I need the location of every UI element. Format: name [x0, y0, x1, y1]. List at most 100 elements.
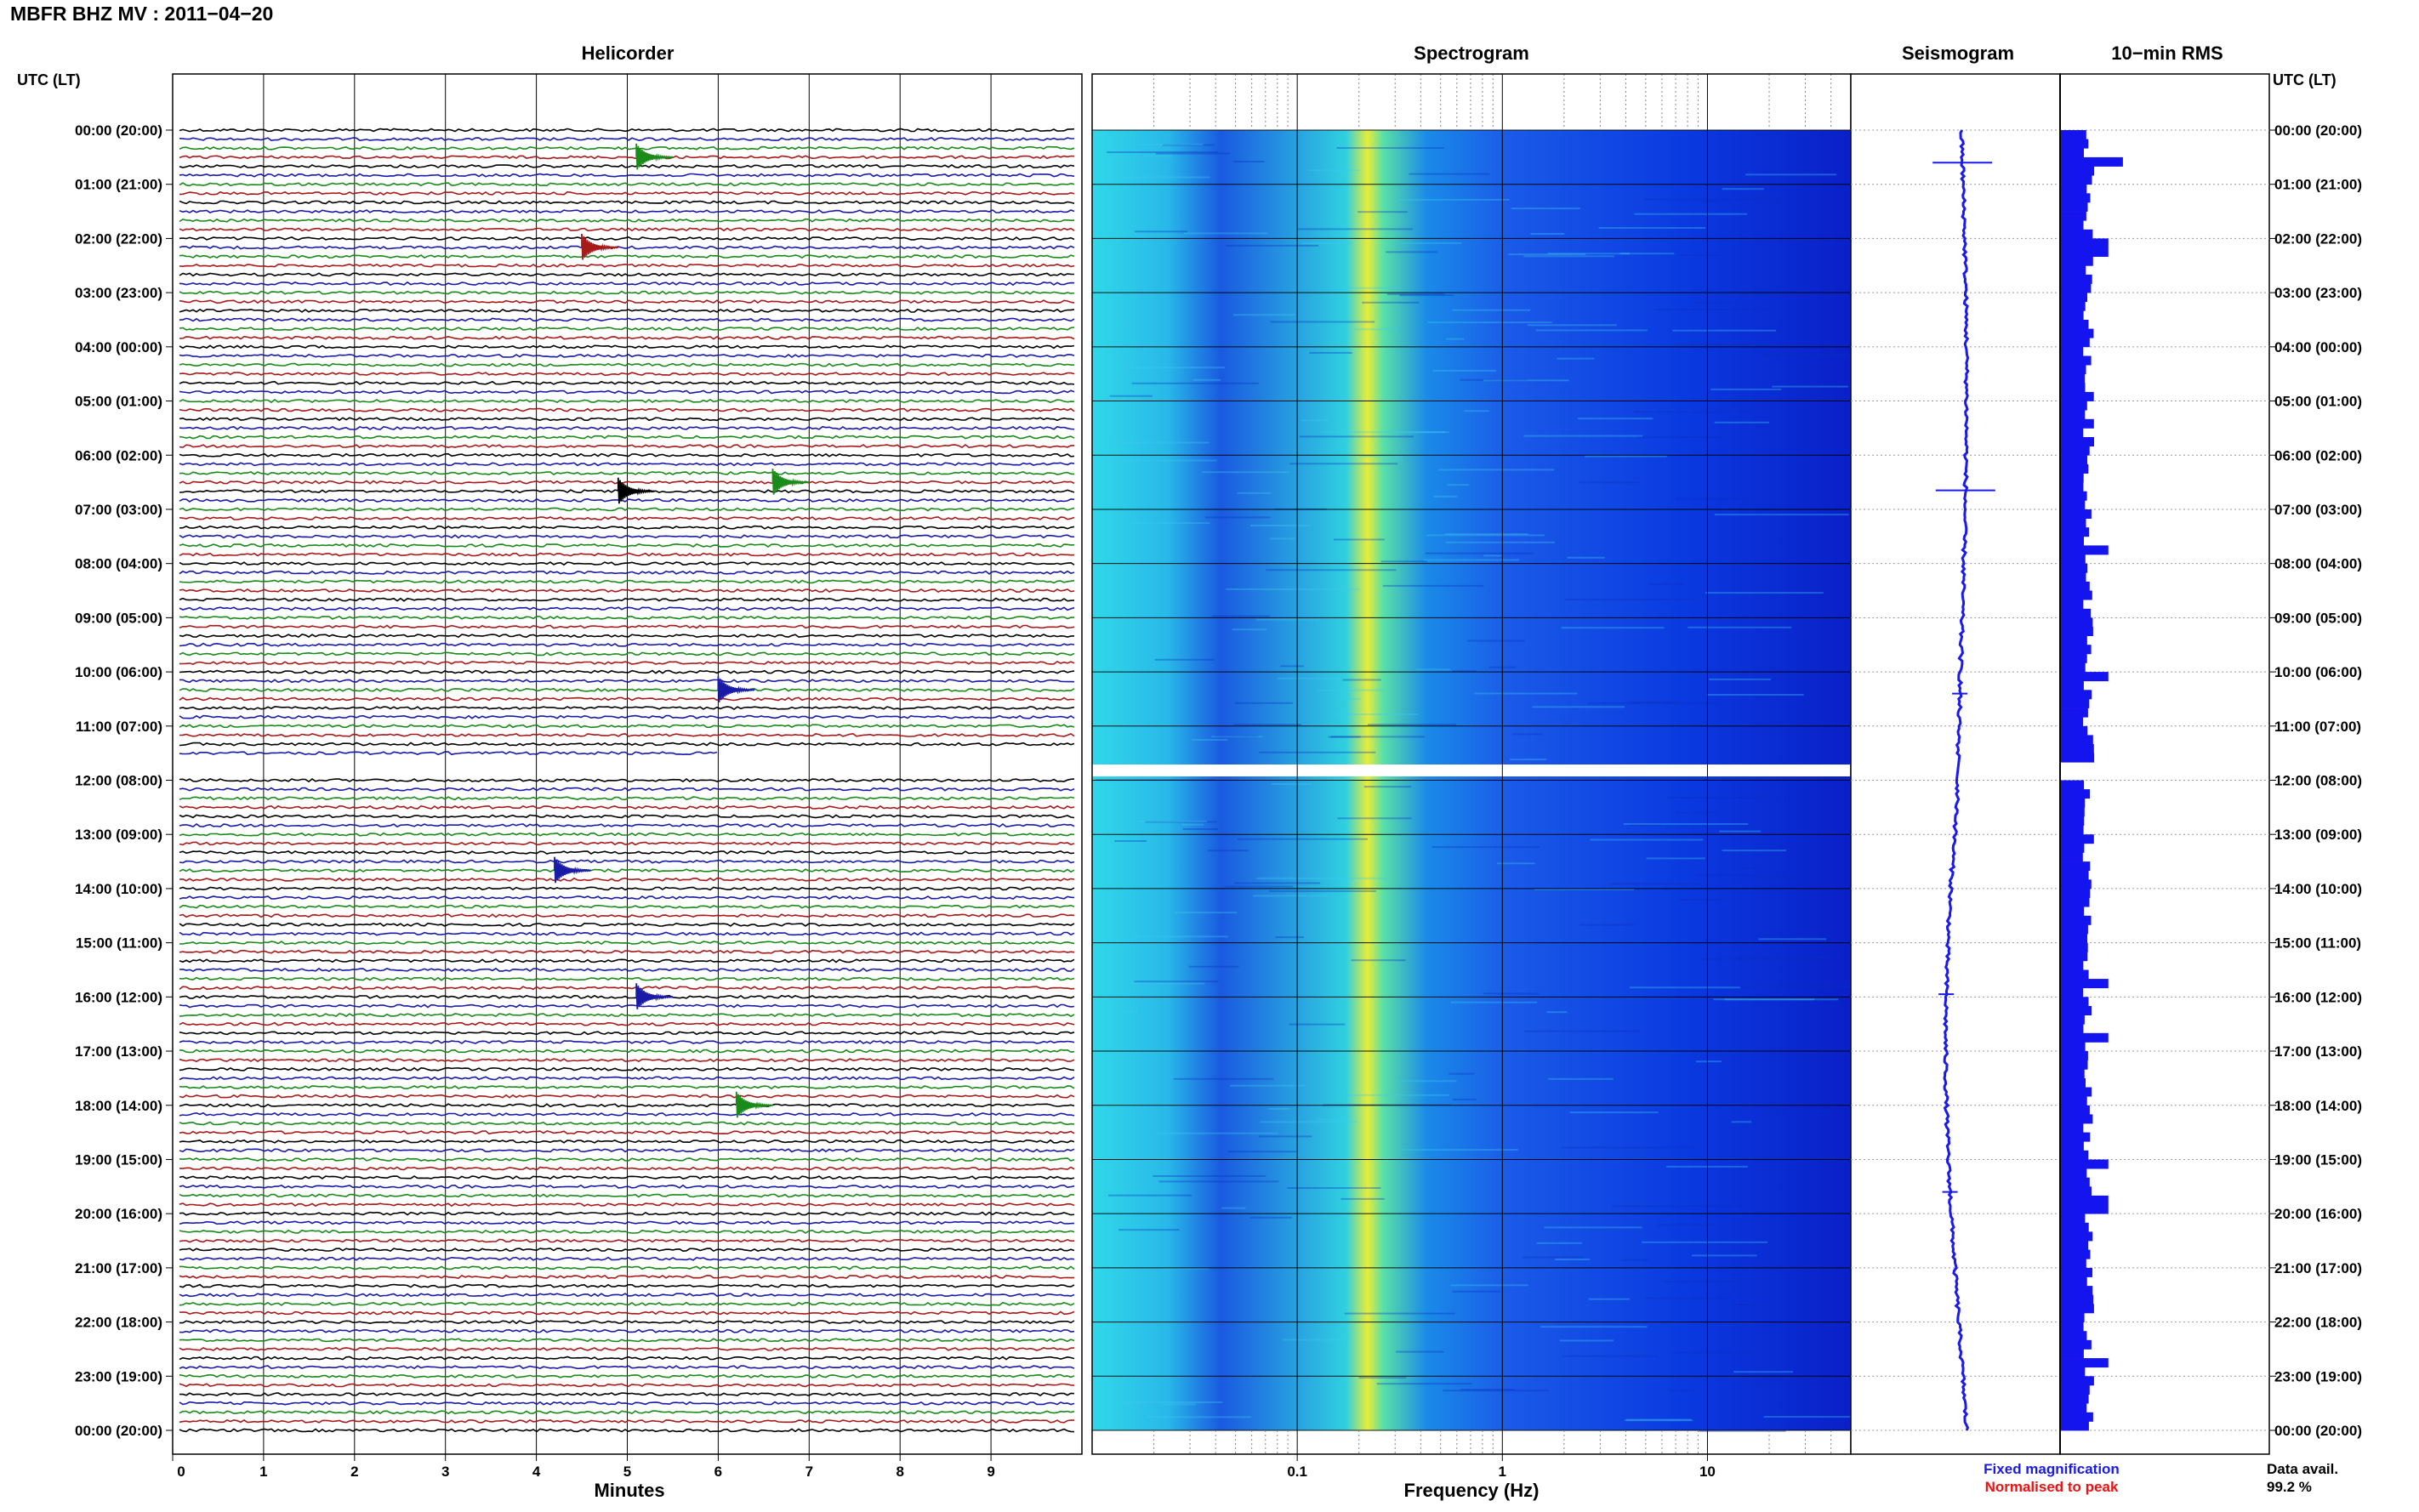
minutes-tick-label: 7	[805, 1464, 813, 1480]
right-time-label: 09:00 (05:00)	[2274, 610, 2362, 626]
left-time-label: 18:00 (14:00)	[75, 1098, 162, 1114]
spectrogram-texture	[1318, 1118, 1346, 1121]
spectrogram-texture	[1714, 514, 1849, 516]
time-axes: 00:00 (20:00) 00:00 (20:00) 01:00 (21:00) 0…	[75, 122, 2362, 1439]
left-time-label: 03:00 (23:00)	[75, 285, 162, 301]
helicorder-trace	[179, 1130, 1075, 1135]
rms-bar	[2060, 518, 2086, 528]
spectrogram-texture	[1138, 143, 1204, 145]
spectrogram-texture	[1154, 658, 1215, 661]
spectrogram-texture	[1207, 850, 1249, 852]
helicorder-trace	[179, 507, 1075, 512]
spectrogram-texture	[1483, 554, 1502, 557]
seismogram-panel-title: Seismogram	[1902, 43, 2014, 64]
spectrogram-texture	[1447, 484, 1470, 486]
spectrogram-texture	[1713, 998, 1815, 1001]
rms-bar	[2060, 373, 2086, 384]
spectrogram-gap	[1092, 765, 1851, 777]
right-time-label: 13:00 (09:00)	[2274, 827, 2362, 843]
helicorder-trace	[179, 696, 1075, 702]
spectrogram-texture	[1280, 665, 1304, 668]
spectrogram-texture	[1232, 628, 1267, 631]
helicorder-trace	[179, 642, 1075, 647]
spectrogram-texture	[1268, 1107, 1290, 1110]
rms-panel	[2059, 73, 2270, 1455]
spectrogram-texture	[1117, 176, 1210, 179]
rms-bar	[2060, 482, 2084, 492]
spectrogram-texture	[1175, 912, 1238, 914]
helicorder-trace	[179, 317, 1075, 322]
helicorder-trace	[179, 822, 1075, 828]
spectrogram-texture	[1278, 677, 1341, 679]
spectrogram-texture	[1309, 351, 1352, 354]
spectrogram-texture	[1725, 291, 1814, 293]
rms-bar	[2060, 1313, 2085, 1322]
left-time-label: 17:00 (13:00)	[75, 1043, 162, 1060]
spectrogram-texture	[1363, 786, 1412, 788]
spectrogram-texture	[1438, 469, 1555, 471]
rms-bar	[2060, 500, 2086, 510]
spectrogram-texture	[1301, 242, 1353, 244]
spectrogram-texture	[1669, 1390, 1694, 1392]
helicorder-trace	[179, 1293, 1075, 1298]
spectrogram-texture	[1337, 817, 1412, 820]
helicorder-trace	[179, 245, 1075, 250]
helicorder-trace	[179, 886, 1075, 891]
spectrogram-texture	[1401, 1149, 1518, 1151]
spectrogram-texture	[1524, 1030, 1640, 1032]
left-time-label: 02:00 (22:00)	[75, 230, 162, 247]
rms-panel-title: 10−min RMS	[2111, 43, 2223, 64]
spectrogram-texture	[1722, 850, 1786, 852]
spectrogram-texture	[1394, 1080, 1457, 1083]
spectrogram-texture	[1401, 242, 1462, 244]
helicorder-trace	[179, 1031, 1075, 1036]
helicorder-trace	[179, 1184, 1075, 1189]
spectrogram-texture	[1588, 1298, 1630, 1300]
spectrogram-texture	[1497, 862, 1535, 865]
frequency-tick-label: 10	[1699, 1464, 1716, 1480]
rms-bar	[2060, 807, 2085, 817]
spectrogram-texture	[1386, 251, 1438, 253]
spectrogram-texture	[1446, 338, 1465, 340]
left-time-label: 01:00 (21:00)	[75, 177, 162, 193]
spectrogram-texture	[1577, 418, 1653, 420]
spectrogram-texture	[1358, 1377, 1407, 1379]
right-time-axis-title: UTC (LT)	[2273, 71, 2336, 88]
rms-bar	[2060, 328, 2094, 338]
rms-bar	[2060, 1358, 2109, 1368]
helicorder-trace	[179, 200, 1075, 205]
helicorder-trace	[179, 182, 1075, 187]
spectrogram-texture	[1733, 1371, 1794, 1373]
spectrogram-texture	[1561, 1146, 1696, 1149]
spectrogram-texture	[1147, 1416, 1252, 1418]
rms-bar	[2060, 229, 2093, 239]
spectrogram-texture	[1301, 419, 1329, 422]
rms-bar	[2060, 463, 2089, 474]
helicorder-trace	[179, 579, 1075, 584]
helicorder-trace	[179, 1301, 1075, 1306]
spectrogram-texture	[1330, 736, 1425, 738]
spectrogram-texture	[1672, 344, 1766, 345]
rms-bar	[2060, 825, 2084, 835]
helicorder-trace	[179, 1265, 1075, 1270]
spectrogram-texture	[1287, 1187, 1381, 1189]
spectrogram-texture	[1443, 1390, 1550, 1392]
spectrogram-texture	[1173, 1077, 1274, 1080]
helicorder-trace	[179, 1103, 1075, 1108]
rms-bar	[2060, 139, 2089, 149]
helicorder-trace	[179, 1310, 1075, 1316]
spectrogram-texture	[1425, 552, 1534, 554]
rms-bar	[2060, 1123, 2084, 1133]
helicorder-trace	[179, 597, 1075, 602]
helicorder-trace	[179, 462, 1075, 467]
spectrogram-texture	[1111, 441, 1210, 444]
right-time-label: 16:00 (12:00)	[2274, 989, 2362, 1005]
rms-bar	[2060, 365, 2086, 375]
rms-bar	[2060, 717, 2083, 727]
spectrogram-texture	[1567, 556, 1605, 559]
helicorder-trace	[179, 137, 1074, 142]
helicorder-trace	[179, 1003, 1075, 1009]
spectrogram-texture	[1578, 481, 1640, 484]
rms-bar	[2060, 735, 2093, 745]
spectrogram-texture	[1328, 736, 1361, 738]
